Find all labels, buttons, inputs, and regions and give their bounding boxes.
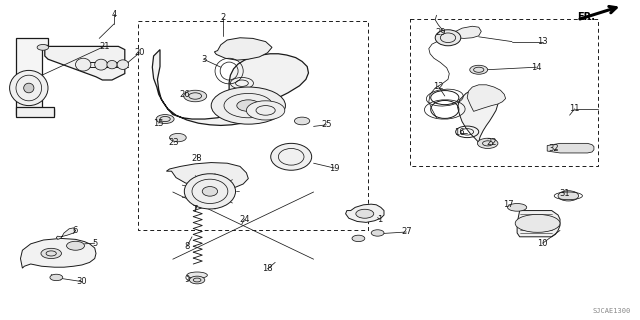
Ellipse shape [294,117,310,125]
Polygon shape [346,204,384,222]
Ellipse shape [107,60,117,69]
Text: 6: 6 [73,226,78,235]
Text: 12: 12 [433,82,444,91]
Text: 16: 16 [454,128,465,137]
Text: 5: 5 [92,239,97,248]
Text: 11: 11 [570,104,580,113]
Text: 18: 18 [262,264,273,273]
Ellipse shape [515,214,560,232]
Polygon shape [56,228,76,239]
Ellipse shape [435,30,461,46]
Ellipse shape [184,90,207,102]
Ellipse shape [117,60,129,69]
Text: 9: 9 [184,276,189,284]
Text: FR.: FR. [577,12,595,22]
Ellipse shape [558,191,579,201]
Ellipse shape [187,272,207,278]
Ellipse shape [508,204,527,211]
Polygon shape [166,163,248,189]
Polygon shape [191,191,204,202]
Text: 14: 14 [531,63,541,72]
Ellipse shape [24,83,34,93]
Ellipse shape [477,138,498,148]
Ellipse shape [211,87,285,124]
Polygon shape [458,87,498,142]
Text: 1: 1 [377,215,382,224]
Text: 8: 8 [184,242,189,251]
Text: 24: 24 [239,215,250,224]
Text: 29: 29 [435,28,445,36]
Ellipse shape [170,133,186,142]
Text: 13: 13 [538,37,548,46]
Text: 25: 25 [321,120,332,129]
Text: 17: 17 [504,200,514,209]
Ellipse shape [184,174,236,209]
Text: 31: 31 [559,189,570,198]
Text: 4: 4 [111,10,116,19]
Ellipse shape [50,274,63,281]
Ellipse shape [156,115,174,124]
Ellipse shape [76,58,91,71]
Polygon shape [16,38,54,115]
Ellipse shape [95,59,108,70]
Polygon shape [214,38,272,60]
Ellipse shape [470,65,488,74]
Ellipse shape [189,276,205,284]
Polygon shape [45,46,125,80]
Text: SJCAE1300: SJCAE1300 [592,308,630,314]
Text: 23: 23 [169,138,179,147]
Ellipse shape [10,70,48,106]
Text: 27: 27 [401,228,412,236]
Polygon shape [467,85,506,111]
Ellipse shape [246,101,285,120]
Ellipse shape [356,209,374,218]
Ellipse shape [202,187,218,196]
Ellipse shape [371,230,384,236]
Text: 21: 21 [99,42,109,51]
Ellipse shape [41,248,61,259]
Text: 2: 2 [220,13,225,22]
Ellipse shape [237,100,260,111]
Text: 26: 26 [179,90,189,99]
Text: 20: 20 [134,48,145,57]
Ellipse shape [271,143,312,170]
Text: 7: 7 [193,205,198,214]
Text: 30: 30 [77,277,87,286]
Text: 10: 10 [538,239,548,248]
Polygon shape [547,143,594,153]
Ellipse shape [37,44,49,50]
Polygon shape [451,26,481,38]
Polygon shape [517,211,560,237]
Polygon shape [20,238,96,268]
Polygon shape [152,50,308,125]
Text: 3: 3 [201,55,206,64]
Polygon shape [16,107,54,117]
Ellipse shape [352,235,365,242]
Text: 32: 32 [548,144,559,153]
Ellipse shape [67,241,84,250]
Text: 19: 19 [329,164,339,172]
Text: 28: 28 [192,154,202,163]
Text: 22: 22 [486,138,497,147]
Text: 15: 15 [154,119,164,128]
